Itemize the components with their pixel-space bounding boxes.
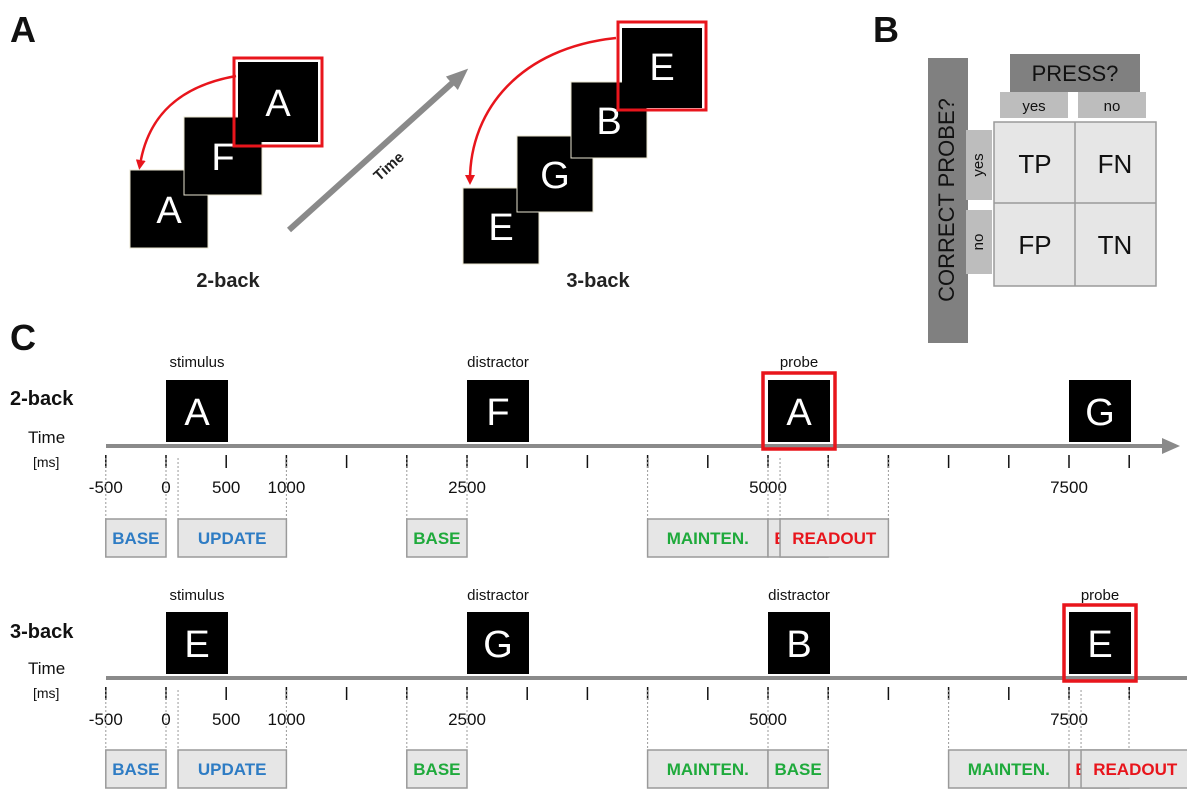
two-back-tile-2-letter: F <box>211 137 234 179</box>
panel-label-b: B <box>873 9 899 50</box>
probe-highlight <box>761 371 837 451</box>
window-label: BASE <box>112 760 159 779</box>
col-label-no: no <box>1104 98 1121 115</box>
window-box <box>646 749 769 789</box>
window-box <box>406 518 468 558</box>
cell-fn: FN <box>1098 149 1133 179</box>
stimulus-letter: B <box>786 624 811 666</box>
window-label: READOUT <box>1093 760 1178 779</box>
two-back-arrow <box>135 74 237 170</box>
row-header-correct-probe: CORRECT PROBE? <box>934 98 959 302</box>
cell-tn: TN <box>1098 230 1133 260</box>
stimulus-letter: E <box>184 624 209 666</box>
row-label-no: no <box>970 234 987 251</box>
window-label: BASE <box>112 529 159 548</box>
window-box <box>767 749 829 789</box>
time-arrow <box>286 68 469 233</box>
three-back-tile-2-letter: G <box>540 155 570 197</box>
stimulus-tile <box>1069 612 1131 674</box>
probe-highlight <box>1062 603 1138 683</box>
stimulus-tile <box>166 612 228 674</box>
axis-arrowhead <box>1162 438 1180 454</box>
two-back-label: 2-back <box>196 270 260 292</box>
cell-fp: FP <box>1018 230 1051 260</box>
stimulus-letter: A <box>786 392 812 434</box>
time-label: Time <box>28 659 65 678</box>
window-label: UPDATE <box>198 529 267 548</box>
three-back-arrow <box>465 36 617 185</box>
window-box <box>779 518 890 558</box>
row-label-yes: yes <box>970 153 987 176</box>
stimulus-caption: stimulus <box>169 354 224 371</box>
window-box <box>105 749 167 789</box>
stimulus-tile <box>166 380 228 442</box>
window-box <box>177 518 288 558</box>
stimulus-letter: A <box>184 392 210 434</box>
three-back-label: 3-back <box>566 270 630 292</box>
stimulus-tile <box>768 612 830 674</box>
col-header-press: PRESS? <box>1032 61 1119 86</box>
window-box <box>646 518 769 558</box>
stimulus-tile <box>1069 380 1131 442</box>
time-label: Time <box>28 428 65 447</box>
window-label: UPDATE <box>198 760 267 779</box>
window-label: MAINTEN. <box>968 760 1050 779</box>
tick-label: 500 <box>212 710 240 729</box>
panel-b: CORRECT PROBE? PRESS? yes no yes no TP F… <box>928 54 1157 343</box>
window-label: BASE <box>413 529 460 548</box>
stimulus-letter: F <box>486 392 509 434</box>
window-box <box>177 749 288 789</box>
stimulus-tile <box>467 612 529 674</box>
window-box <box>105 518 167 558</box>
stimulus-letter: E <box>1087 624 1112 666</box>
unit-label: [ms] <box>33 454 59 470</box>
three-back-tile-4: E <box>616 20 708 112</box>
stimulus-tile <box>768 380 830 442</box>
window-label: BASE <box>413 760 460 779</box>
panel-a: A F A 2-back Time E G B <box>129 20 708 292</box>
window-label: READOUT <box>792 529 877 548</box>
panel-label-a: A <box>10 9 36 50</box>
unit-label: [ms] <box>33 685 59 701</box>
three-back-tile-4-letter: E <box>649 47 674 89</box>
window-label: BASE <box>774 760 821 779</box>
row-label: 3-back <box>10 621 74 643</box>
stimulus-caption: distractor <box>467 587 529 604</box>
stimulus-caption: probe <box>780 354 818 371</box>
stimulus-letter: G <box>483 624 513 666</box>
cell-tp: TP <box>1018 149 1051 179</box>
stimulus-caption: distractor <box>467 354 529 371</box>
panel-label-c: C <box>10 317 36 358</box>
two-back-tile-3-letter: A <box>265 83 291 125</box>
row-label: 2-back <box>10 388 74 410</box>
two-back-tile-3: A <box>232 56 324 148</box>
stimulus-caption: probe <box>1081 587 1119 604</box>
stimulus-letter: G <box>1085 392 1115 434</box>
stimulus-caption: stimulus <box>169 587 224 604</box>
tick-label: 500 <box>212 478 240 497</box>
three-back-tile-1-letter: E <box>488 207 513 249</box>
two-back-tile-1-letter: A <box>156 190 182 232</box>
stimulus-tile <box>467 380 529 442</box>
window-label: MAINTEN. <box>667 760 749 779</box>
stimulus-caption: distractor <box>768 587 830 604</box>
window-box <box>406 749 468 789</box>
window-label: MAINTEN. <box>667 529 749 548</box>
window-box <box>1080 749 1187 789</box>
col-label-yes: yes <box>1022 98 1045 115</box>
tick-label: 7500 <box>1050 478 1088 497</box>
